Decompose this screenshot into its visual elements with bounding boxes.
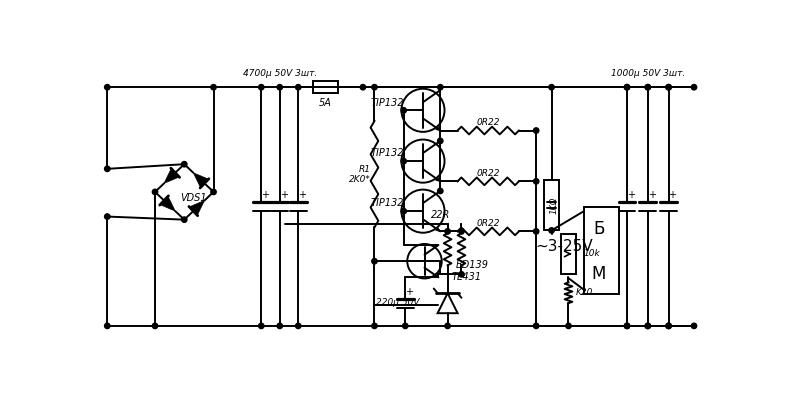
Bar: [561, 233, 577, 274]
Polygon shape: [435, 177, 440, 181]
Circle shape: [182, 217, 187, 222]
Bar: [584, 208, 619, 294]
Circle shape: [438, 84, 443, 90]
Circle shape: [438, 188, 443, 194]
Circle shape: [549, 84, 554, 90]
Circle shape: [401, 158, 407, 164]
Polygon shape: [435, 127, 440, 130]
Polygon shape: [160, 196, 175, 211]
Text: 10k: 10k: [584, 250, 600, 259]
Text: K20: K20: [576, 288, 593, 297]
Circle shape: [296, 323, 301, 329]
Circle shape: [401, 108, 407, 113]
Circle shape: [646, 323, 650, 329]
Circle shape: [152, 189, 158, 195]
Circle shape: [182, 162, 187, 167]
Circle shape: [372, 259, 377, 264]
Text: Б: Б: [593, 220, 604, 238]
Text: +: +: [648, 190, 656, 200]
Text: 22R: 22R: [431, 210, 450, 220]
Polygon shape: [435, 228, 440, 231]
Circle shape: [372, 323, 377, 329]
Circle shape: [259, 84, 264, 90]
Circle shape: [534, 179, 539, 184]
Circle shape: [105, 214, 110, 219]
Text: VDS1: VDS1: [180, 193, 207, 203]
Text: 0R22: 0R22: [477, 219, 500, 228]
Circle shape: [105, 166, 110, 171]
Polygon shape: [193, 173, 209, 187]
Circle shape: [565, 323, 571, 329]
Circle shape: [549, 228, 554, 233]
Circle shape: [624, 84, 630, 90]
Bar: [313, 81, 339, 94]
Text: +: +: [280, 190, 288, 200]
Text: TIP132: TIP132: [370, 97, 404, 108]
Circle shape: [624, 84, 630, 90]
Circle shape: [534, 229, 539, 234]
Circle shape: [666, 323, 672, 329]
Circle shape: [401, 208, 407, 214]
Bar: [544, 180, 559, 230]
Text: 1000µ 50V 3шт.: 1000µ 50V 3шт.: [611, 69, 685, 78]
Circle shape: [646, 323, 650, 329]
Text: +: +: [298, 190, 306, 200]
Circle shape: [259, 323, 264, 329]
Text: +: +: [627, 190, 635, 200]
Circle shape: [666, 323, 672, 329]
Text: BD139: BD139: [455, 260, 488, 270]
Text: ~3-25V: ~3-25V: [536, 239, 593, 254]
Polygon shape: [190, 200, 205, 215]
Text: TIP132: TIP132: [370, 149, 404, 158]
Text: TL431: TL431: [451, 272, 481, 282]
Circle shape: [296, 84, 301, 90]
Circle shape: [691, 323, 697, 329]
Circle shape: [459, 272, 464, 277]
Circle shape: [105, 323, 110, 329]
Circle shape: [211, 189, 216, 195]
Circle shape: [666, 84, 672, 90]
Text: R1
2K0*: R1 2K0*: [349, 165, 370, 184]
Text: 5A: 5A: [319, 97, 332, 108]
Text: +: +: [261, 190, 269, 200]
Circle shape: [624, 323, 630, 329]
Text: +: +: [405, 287, 413, 297]
Circle shape: [438, 138, 443, 143]
Circle shape: [624, 323, 630, 329]
Circle shape: [534, 128, 539, 133]
Circle shape: [372, 84, 377, 90]
Circle shape: [277, 323, 282, 329]
Circle shape: [666, 84, 672, 90]
Text: 220µ 50V: 220µ 50V: [376, 298, 419, 307]
Text: 4700µ 50V 3шт.: 4700µ 50V 3шт.: [243, 69, 317, 78]
Polygon shape: [164, 169, 179, 184]
Circle shape: [211, 84, 216, 90]
Circle shape: [105, 84, 110, 90]
Circle shape: [403, 323, 408, 329]
Circle shape: [646, 84, 650, 90]
Circle shape: [534, 323, 539, 329]
Text: 0R22: 0R22: [477, 169, 500, 178]
Text: +: +: [668, 190, 676, 200]
Circle shape: [459, 229, 464, 234]
Text: 0R22: 0R22: [477, 118, 500, 127]
Text: TIP132: TIP132: [370, 198, 404, 208]
Circle shape: [152, 323, 158, 329]
Circle shape: [445, 323, 450, 329]
Text: 1KΩ: 1KΩ: [550, 196, 558, 214]
Circle shape: [277, 84, 282, 90]
Circle shape: [360, 84, 366, 90]
Circle shape: [691, 84, 697, 90]
Text: М: М: [592, 265, 606, 283]
Circle shape: [445, 229, 450, 234]
Circle shape: [646, 84, 650, 90]
Polygon shape: [434, 274, 439, 277]
